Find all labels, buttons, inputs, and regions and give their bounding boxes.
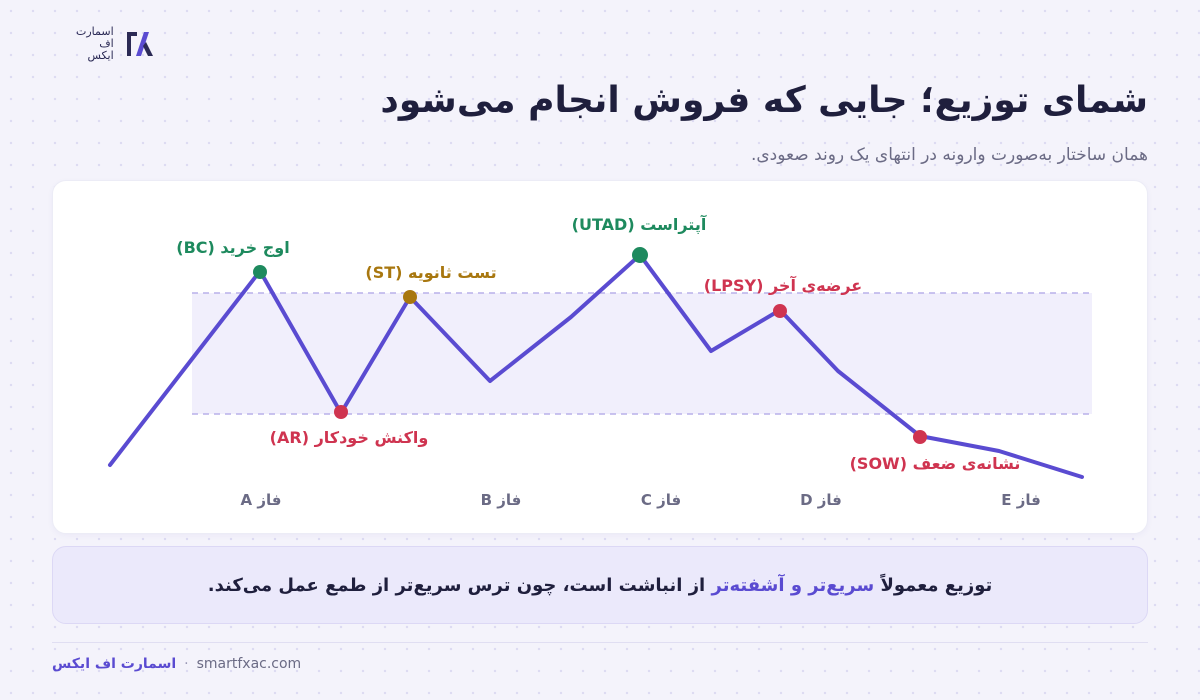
point-sow-marker: [913, 430, 927, 444]
phase-a-label: فاز A: [241, 491, 282, 509]
point-ar-marker: [334, 405, 348, 419]
point-lpsy-marker: [773, 304, 787, 318]
point-st-marker: [403, 290, 417, 304]
point-utad-label: آپتراست (UTAD): [572, 214, 707, 235]
footer-brand: اسمارت اف ایکس: [52, 656, 177, 672]
note-card: توزیع معمولاً سریع‌تر و آشفته‌تر از انبا…: [52, 546, 1148, 624]
note-highlight: سریع‌تر و آشفته‌تر: [711, 574, 875, 596]
footer-site-link[interactable]: smartfxac.com: [196, 656, 302, 672]
page-subtitle: همان ساختار به‌صورت وارونه در انتهای یک …: [750, 145, 1148, 165]
distribution-diagram: اوج خرید (BC) واکنش خودکار (AR) تست ثانو…: [108, 214, 1092, 509]
note-text-after: از انباشت است، چون ترس سریع‌تر از طمع عم…: [207, 574, 712, 596]
note-text-before: توزیع معمولاً: [874, 574, 993, 596]
point-ar-label: واکنش خودکار (AR): [270, 428, 429, 447]
point-sow-label: نشانه‌ی ضعف (SOW): [850, 454, 1021, 473]
trading-range-band: [192, 293, 1092, 414]
chart-card: اوج خرید (BC) واکنش خودکار (AR) تست ثانو…: [52, 180, 1148, 534]
footer: اسمارت اف ایکس · smartfxac.com: [52, 656, 301, 672]
logo-mark-icon: [126, 32, 153, 56]
price-path-line: [108, 253, 1084, 479]
point-lpsy-label: عرضه‌ی آخر (LPSY): [704, 275, 862, 295]
phase-d-label: فاز D: [800, 491, 842, 509]
page-title: شمای توزیع؛ جایی که فروش انجام می‌شود: [380, 80, 1148, 121]
phase-e-label: فاز E: [1001, 491, 1041, 509]
point-st-label: تست ثانویه (ST): [365, 263, 496, 282]
point-utad-marker: [632, 247, 648, 263]
logo: اسمارت اف ایکس: [76, 26, 154, 62]
footer-separator: ·: [184, 656, 189, 672]
phase-b-label: فاز B: [481, 491, 522, 509]
phase-c-label: فاز C: [641, 491, 681, 509]
footer-divider: [52, 642, 1148, 643]
note-text: توزیع معمولاً سریع‌تر و آشفته‌تر از انبا…: [208, 575, 993, 596]
point-bc-marker: [253, 265, 267, 279]
point-bc-label: اوج خرید (BC): [176, 238, 289, 257]
logo-wordmark: اسمارت اف ایکس: [76, 25, 114, 62]
